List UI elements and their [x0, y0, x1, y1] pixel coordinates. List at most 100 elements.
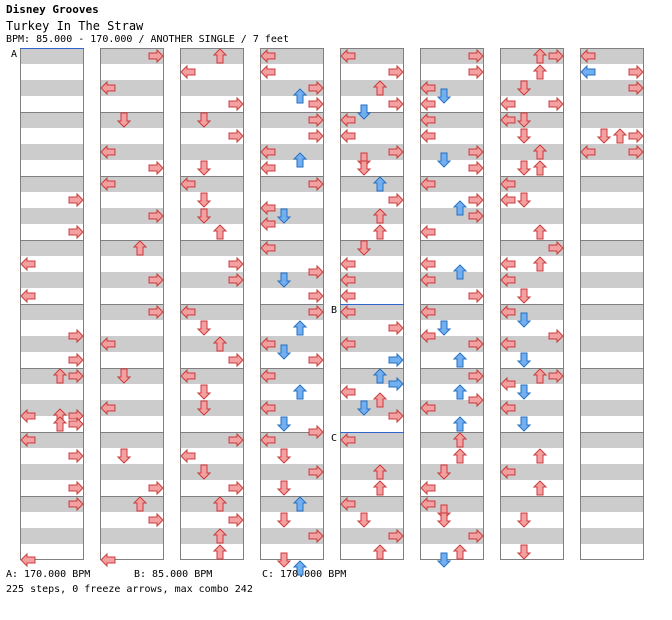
beat-stripe	[500, 464, 564, 480]
right-arrow-icon	[468, 192, 484, 208]
left-arrow-icon	[420, 112, 436, 128]
beat-stripe	[420, 528, 484, 544]
right-arrow-icon	[628, 64, 644, 80]
right-arrow-icon	[548, 368, 564, 384]
left-arrow-icon	[180, 448, 196, 464]
up-arrow-icon	[532, 144, 548, 160]
right-arrow-icon	[228, 256, 244, 272]
left-arrow-icon	[20, 256, 36, 272]
beat-stripe	[580, 400, 644, 416]
beat-stripe	[20, 528, 84, 544]
column-border	[500, 48, 564, 560]
beat-stripe	[20, 80, 84, 96]
beat-stripe	[260, 48, 324, 64]
beat-stripe	[260, 112, 324, 128]
down-arrow-icon	[516, 384, 532, 400]
down-arrow-icon	[196, 320, 212, 336]
beat-stripe	[20, 240, 84, 256]
beat-stripe	[100, 528, 164, 544]
beat-stripe	[580, 176, 644, 192]
beat-stripe	[100, 304, 164, 320]
left-arrow-icon	[260, 144, 276, 160]
beat-stripe	[500, 272, 564, 288]
beat-stripe	[580, 272, 644, 288]
right-arrow-icon	[468, 288, 484, 304]
beat-stripe	[260, 80, 324, 96]
down-arrow-icon	[356, 512, 372, 528]
down-arrow-icon	[516, 416, 532, 432]
beat-stripe	[100, 208, 164, 224]
right-arrow-icon	[68, 448, 84, 464]
left-arrow-icon	[20, 288, 36, 304]
left-arrow-icon	[500, 336, 516, 352]
beat-stripe	[100, 400, 164, 416]
left-arrow-icon	[100, 144, 116, 160]
chart-column	[260, 48, 324, 560]
down-arrow-icon	[516, 112, 532, 128]
up-arrow-icon	[132, 240, 148, 256]
right-arrow-icon	[308, 80, 324, 96]
down-arrow-icon	[516, 312, 532, 328]
beat-stripe	[420, 208, 484, 224]
left-arrow-icon	[500, 304, 516, 320]
beat-stripe	[340, 464, 404, 480]
up-arrow-icon	[372, 480, 388, 496]
beat-stripe	[260, 208, 324, 224]
left-arrow-icon	[100, 552, 116, 568]
up-arrow-icon	[212, 544, 228, 560]
up-arrow-icon	[372, 208, 388, 224]
left-arrow-icon	[340, 304, 356, 320]
beat-stripe	[500, 112, 564, 128]
beat-stripe	[260, 528, 324, 544]
left-arrow-icon	[260, 216, 276, 232]
right-arrow-icon	[148, 512, 164, 528]
beat-stripe	[420, 240, 484, 256]
up-arrow-icon	[132, 496, 148, 512]
left-arrow-icon	[420, 80, 436, 96]
down-arrow-icon	[196, 400, 212, 416]
up-arrow-icon	[292, 560, 308, 576]
down-arrow-icon	[516, 352, 532, 368]
right-arrow-icon	[148, 480, 164, 496]
right-arrow-icon	[148, 208, 164, 224]
left-arrow-icon	[420, 480, 436, 496]
left-arrow-icon	[500, 272, 516, 288]
beat-stripe	[500, 336, 564, 352]
up-arrow-icon	[372, 224, 388, 240]
beat-stripe	[100, 112, 164, 128]
up-arrow-icon	[452, 416, 468, 432]
beat-stripe	[260, 336, 324, 352]
beat-stripe	[260, 272, 324, 288]
beat-stripe	[340, 112, 404, 128]
left-arrow-icon	[420, 496, 436, 512]
left-arrow-icon	[340, 288, 356, 304]
right-arrow-icon	[468, 160, 484, 176]
right-arrow-icon	[308, 464, 324, 480]
down-arrow-icon	[276, 416, 292, 432]
beat-stripe	[20, 48, 84, 64]
beat-stripe	[420, 496, 484, 512]
beat-stripe	[260, 176, 324, 192]
column-border	[580, 48, 644, 560]
left-arrow-icon	[260, 48, 276, 64]
up-arrow-icon	[292, 152, 308, 168]
beat-stripe	[20, 304, 84, 320]
left-arrow-icon	[340, 384, 356, 400]
chart-column	[180, 48, 244, 560]
left-arrow-icon	[420, 176, 436, 192]
left-arrow-icon	[500, 96, 516, 112]
beat-stripe	[20, 112, 84, 128]
beat-stripe	[100, 336, 164, 352]
right-arrow-icon	[308, 528, 324, 544]
column-border	[180, 48, 244, 560]
beat-stripe	[580, 144, 644, 160]
down-arrow-icon	[436, 512, 452, 528]
right-arrow-icon	[68, 480, 84, 496]
beat-stripe	[260, 400, 324, 416]
left-arrow-icon	[420, 272, 436, 288]
beat-stripe	[500, 304, 564, 320]
beat-stripe	[580, 48, 644, 64]
beat-stripe	[420, 80, 484, 96]
down-arrow-icon	[436, 152, 452, 168]
beat-stripe	[180, 48, 244, 64]
